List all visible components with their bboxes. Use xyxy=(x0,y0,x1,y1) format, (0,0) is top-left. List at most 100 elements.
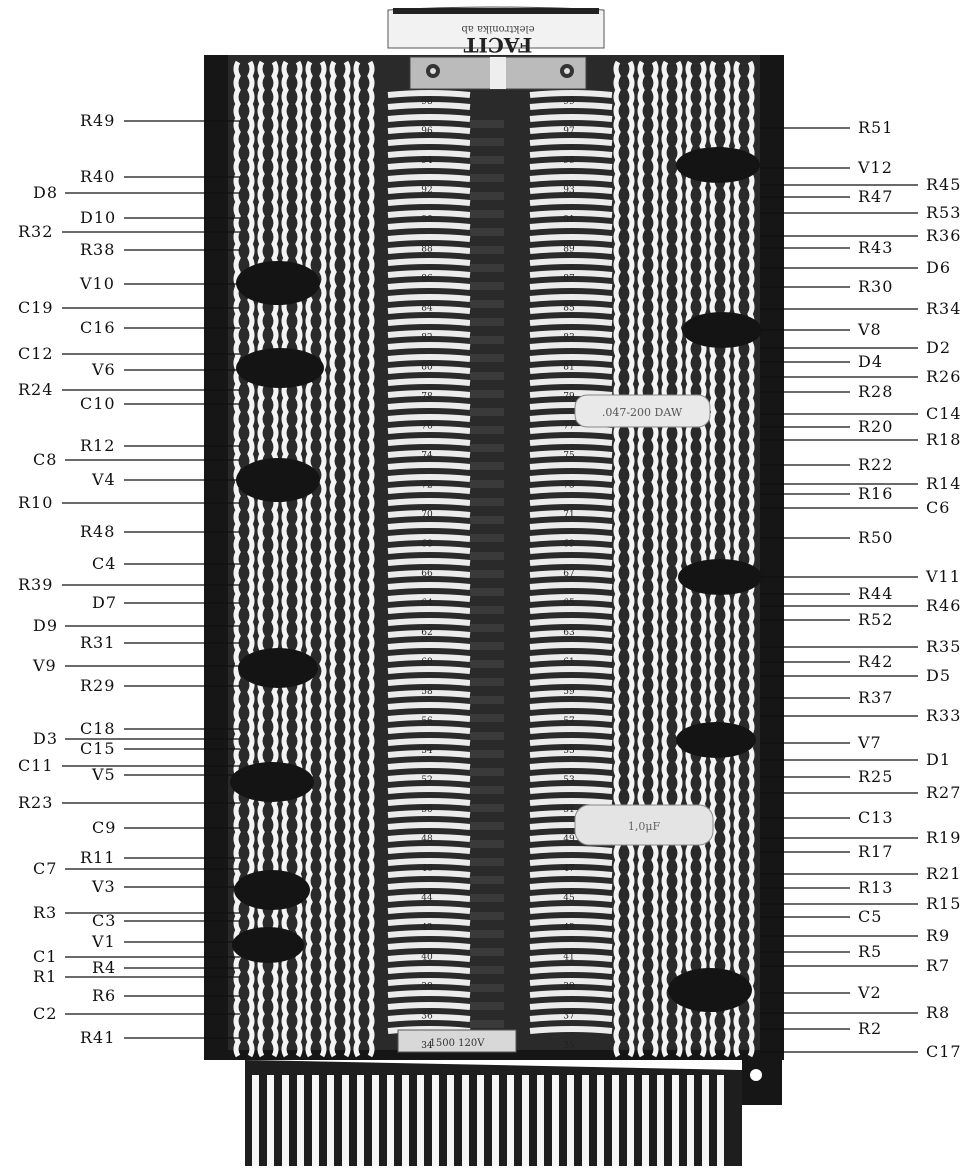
hole-number: 41 xyxy=(563,953,574,963)
hole-number: 65 xyxy=(563,599,575,609)
trace xyxy=(353,60,361,1058)
pad-row xyxy=(387,954,613,962)
resistor-body xyxy=(470,462,504,470)
resistor-body xyxy=(470,192,504,200)
connector-finger xyxy=(657,1075,664,1166)
components: .047-200 DAW 1,0μF 1500 120V xyxy=(230,120,762,1053)
pad-row xyxy=(387,462,613,470)
hole-number: 36 xyxy=(421,1012,433,1022)
trace xyxy=(367,60,375,1058)
callout-right-r53: R53 xyxy=(926,203,962,222)
component-V8 xyxy=(682,312,762,348)
trace xyxy=(733,60,741,1058)
resistor-body xyxy=(470,912,504,920)
callout-right-d5: D5 xyxy=(926,666,952,685)
pad-row xyxy=(387,630,613,638)
callout-right-r13: R13 xyxy=(858,878,894,897)
pad-row xyxy=(387,858,613,866)
callout-left-v1: V1 xyxy=(92,932,116,951)
pad-row xyxy=(387,714,613,722)
callout-left-r49: R49 xyxy=(80,111,116,130)
trace xyxy=(613,60,621,1058)
connector-finger xyxy=(297,1075,304,1166)
pad-row xyxy=(387,642,613,650)
callout-left-d10: D10 xyxy=(80,208,117,227)
component-V6 xyxy=(236,348,324,388)
callout-right-v11: V11 xyxy=(926,567,961,586)
pad-row xyxy=(387,750,613,758)
pad-row xyxy=(387,762,613,770)
trace xyxy=(637,60,645,1058)
connector-finger xyxy=(252,1075,259,1166)
hole-number: 38 xyxy=(421,982,433,992)
hole-number: 97 xyxy=(563,127,575,137)
trace xyxy=(699,60,707,1058)
callout-left-r40: R40 xyxy=(80,167,116,186)
pad-row xyxy=(387,726,613,734)
hole-number: 78 xyxy=(421,392,433,402)
hole-number: 45 xyxy=(563,894,575,904)
pad-row xyxy=(387,534,613,542)
callout-right-r27: R27 xyxy=(926,783,962,802)
connector-finger xyxy=(387,1075,394,1166)
hole-number: 98 xyxy=(421,97,433,107)
resistor-body xyxy=(470,696,504,704)
connector-finger xyxy=(357,1075,364,1166)
callout-left-r29: R29 xyxy=(80,676,116,695)
callout-right-r35: R35 xyxy=(926,637,962,656)
callout-right-r43: R43 xyxy=(858,238,894,257)
connector-finger xyxy=(567,1075,574,1166)
callout-left-r10: R10 xyxy=(18,493,54,512)
trace xyxy=(319,60,327,1058)
resistor-body xyxy=(470,318,504,326)
resistor-body xyxy=(470,948,504,956)
callout-left-c10: C10 xyxy=(80,394,116,413)
hole-number: 47 xyxy=(563,864,575,874)
connector-finger xyxy=(672,1075,679,1166)
connector-finger xyxy=(597,1075,604,1166)
pad-row xyxy=(387,918,613,926)
pad-row xyxy=(387,978,613,986)
resistor-body xyxy=(470,858,504,866)
resistor-body xyxy=(470,138,504,146)
pad-row xyxy=(387,510,613,518)
resistor-body xyxy=(470,174,504,182)
callout-right-v12: V12 xyxy=(858,158,893,177)
resistor-body xyxy=(470,1002,504,1010)
component-C14 xyxy=(574,394,711,428)
hole-number: 35 xyxy=(563,1041,575,1051)
pad-row xyxy=(387,474,613,482)
connector-finger xyxy=(432,1075,439,1166)
component-V9 xyxy=(238,648,318,688)
hole-number: 52 xyxy=(421,776,432,786)
hole-number: 63 xyxy=(563,628,575,638)
hole-number: 80 xyxy=(421,363,433,373)
pad-row xyxy=(387,198,613,206)
hole-number: 96 xyxy=(421,127,433,137)
component-V12 xyxy=(676,147,760,183)
C17-marking: 1500 120V xyxy=(430,1038,486,1049)
trace xyxy=(651,60,659,1058)
pad-row xyxy=(387,846,613,854)
trace xyxy=(675,60,683,1058)
callout-left-c3: C3 xyxy=(92,911,117,930)
callout-left-c2: C2 xyxy=(33,1004,58,1023)
callout-right-r37: R37 xyxy=(858,688,894,707)
mirrored-subtitle-text: elektronika ab xyxy=(461,23,534,34)
hole-number: 68 xyxy=(421,540,433,550)
resistor-body xyxy=(470,660,504,668)
resistor-body xyxy=(470,642,504,650)
callout-right-r15: R15 xyxy=(926,894,962,913)
hole-number: 87 xyxy=(563,274,575,284)
callout-left-r31: R31 xyxy=(80,633,116,652)
callout-left-v5: V5 xyxy=(92,765,116,784)
pad-row xyxy=(387,486,613,494)
resistor-body xyxy=(470,984,504,992)
callout-left-c8: C8 xyxy=(33,450,58,469)
connector-finger xyxy=(552,1075,559,1166)
connector-finger xyxy=(342,1075,349,1166)
hole-number: 72 xyxy=(421,481,432,491)
hole-number: 39 xyxy=(563,982,575,992)
resistor-body xyxy=(470,750,504,758)
